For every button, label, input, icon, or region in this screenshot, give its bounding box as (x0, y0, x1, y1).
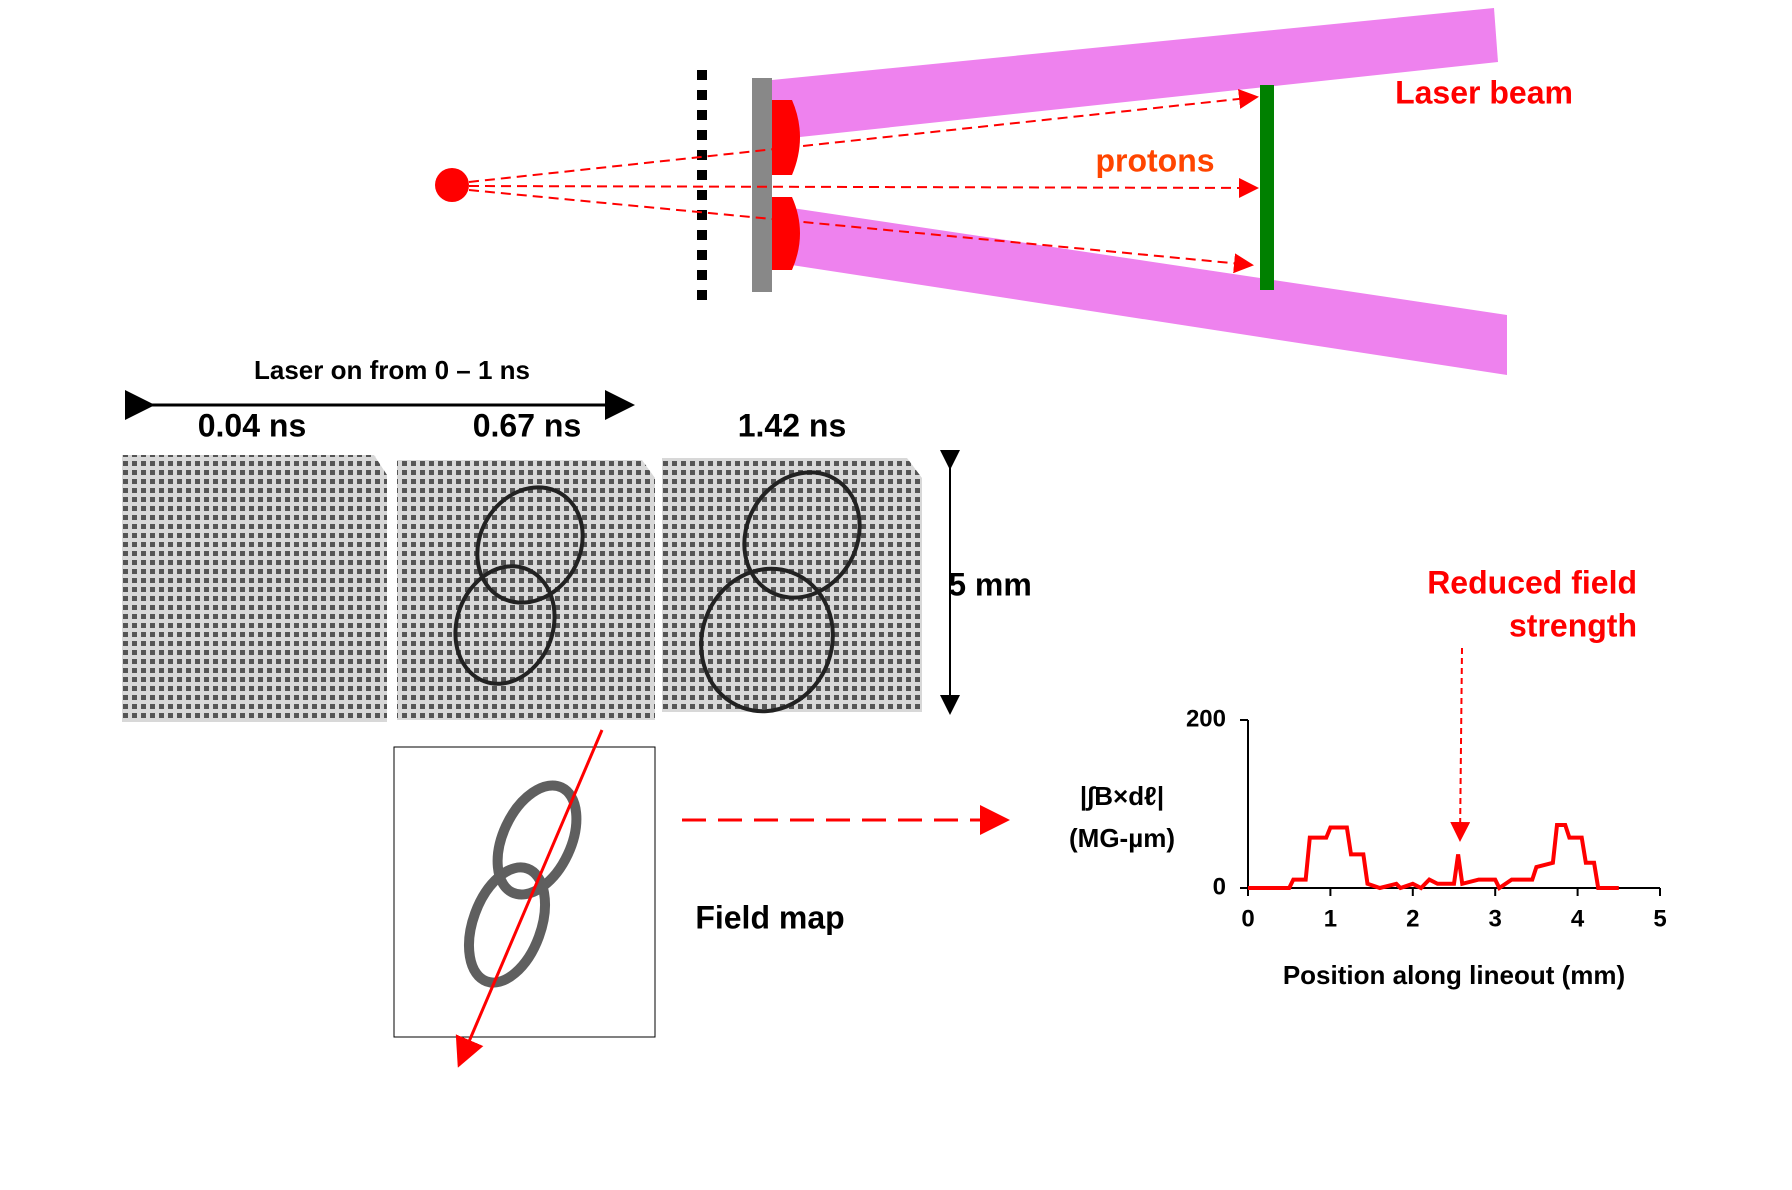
x-tick-label: 2 (1406, 905, 1419, 932)
label: Laser on from 0 – 1 ns (254, 355, 530, 385)
radiograph (122, 455, 387, 722)
proton-source (435, 168, 469, 202)
label: Laser beam (1395, 74, 1573, 110)
time-label: 1.42 ns (738, 407, 847, 443)
y-tick-label: 200 (1186, 705, 1226, 732)
time-label: 0.67 ns (473, 407, 582, 443)
x-tick-label: 3 (1489, 905, 1502, 932)
figure: Laser beam protons Laser on from 0 – 1 n… (0, 0, 1792, 1190)
detector (1260, 85, 1274, 290)
plasma-bubble (772, 100, 800, 175)
laser-beam-lower (772, 205, 1507, 375)
time-label: 0.04 ns (198, 407, 307, 443)
data-line (1248, 825, 1619, 888)
y-axis-label: (MG-µm) (1069, 823, 1175, 853)
target-foil (752, 78, 772, 292)
scale-label: 5 mm (948, 566, 1032, 602)
x-tick-label: 4 (1571, 905, 1585, 932)
radiograph (662, 458, 922, 712)
annotation: strength (1509, 607, 1637, 643)
x-tick-label: 1 (1324, 905, 1337, 932)
x-tick-label: 0 (1241, 905, 1254, 932)
annotation: Reduced field (1427, 564, 1637, 600)
x-tick-label: 5 (1653, 905, 1666, 932)
proton-ray (469, 186, 1257, 188)
label: protons (1095, 142, 1214, 178)
x-axis-label: Position along lineout (mm) (1283, 960, 1625, 990)
annotation-arrow (1460, 648, 1462, 840)
plasma-bubble (772, 197, 800, 270)
laser-beam-upper (772, 8, 1498, 140)
y-axis-label: |∫B×dℓ| (1080, 781, 1164, 811)
label: Field map (695, 899, 844, 935)
y-tick-label: 0 (1213, 873, 1226, 900)
radiograph (397, 460, 655, 720)
